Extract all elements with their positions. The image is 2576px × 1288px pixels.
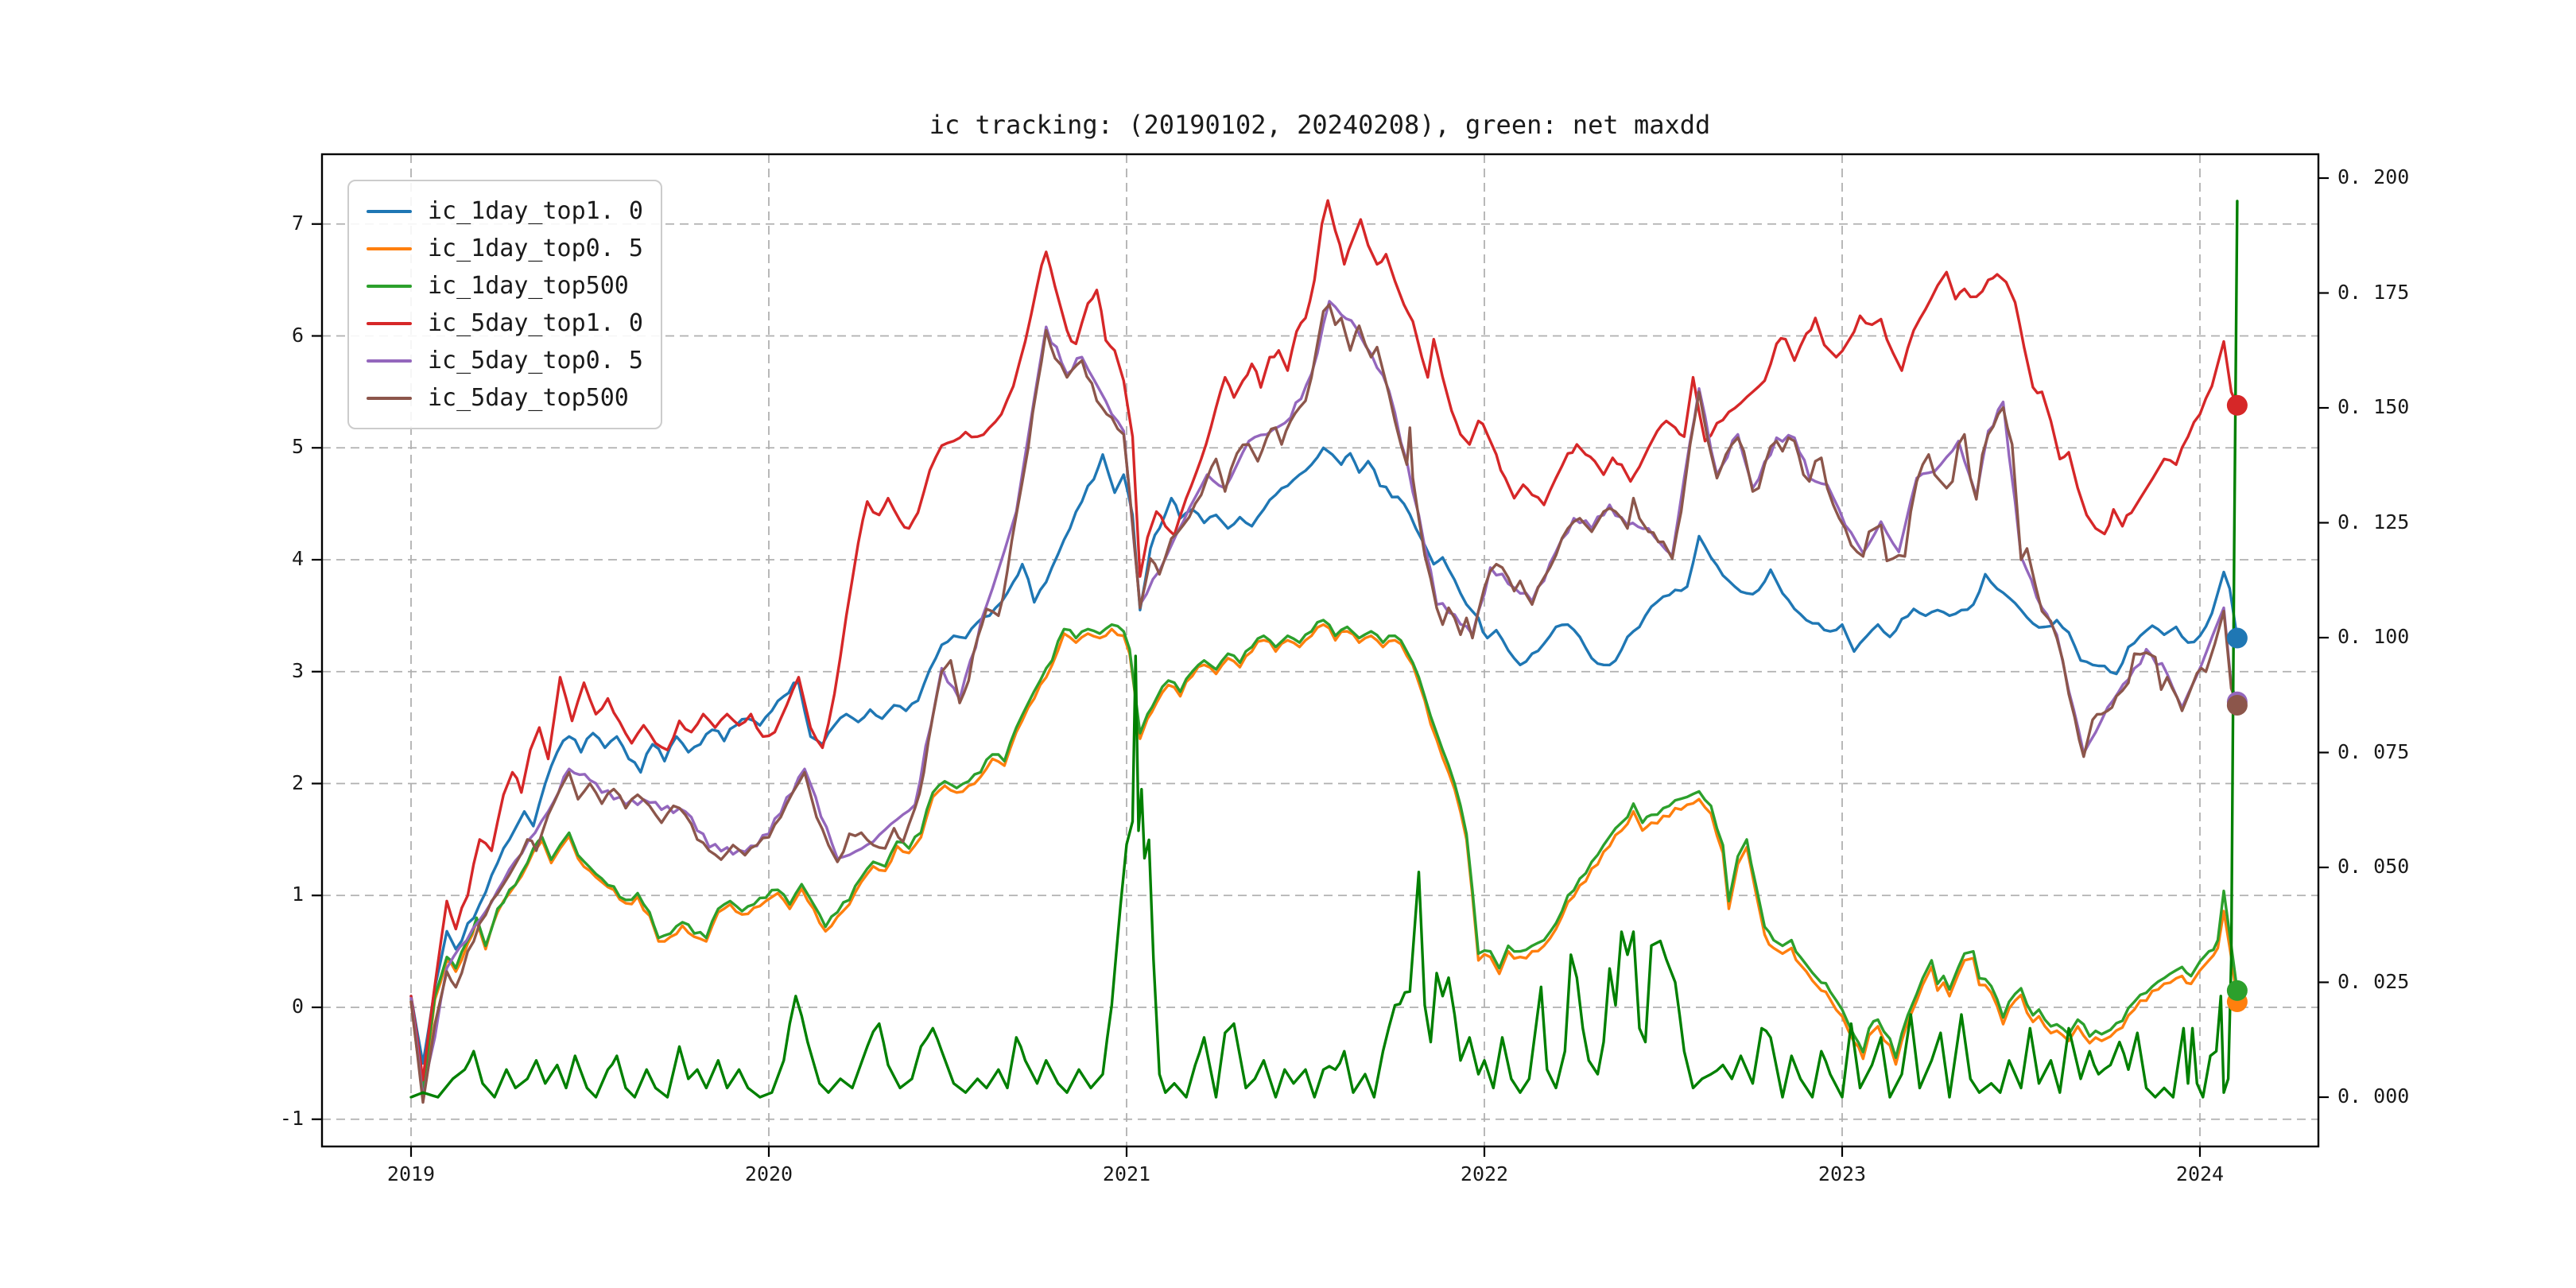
series-line-ic_1day_top500 [409, 619, 2239, 1089]
y-left-tick-label: 2 [291, 770, 304, 794]
y-left-tick-label: 5 [291, 435, 304, 459]
y-left-tick-label: 3 [291, 658, 304, 682]
chart-title: ic tracking: (20190102, 20240208), green… [929, 110, 1711, 140]
legend-item: ic_1day_top1. 0 [367, 192, 643, 230]
x-tick-label: 2022 [1460, 1162, 1509, 1185]
y-right-tick-label: 0. 125 [2337, 510, 2410, 533]
y-left-tick-label: 0 [291, 995, 304, 1018]
y-right-tick-label: 0. 100 [2337, 625, 2410, 648]
legend-item: ic_5day_top1. 0 [367, 305, 643, 342]
x-tick-label: 2021 [1102, 1162, 1151, 1185]
legend-label: ic_5day_top0. 5 [428, 347, 643, 374]
x-tick-label: 2023 [1818, 1162, 1867, 1185]
x-tick-label: 2019 [386, 1162, 436, 1185]
legend-label: ic_1day_top500 [428, 272, 629, 300]
series-line-ic_1day_top0.5 [409, 623, 2239, 1092]
y-right-tick-label: 0. 150 [2337, 395, 2410, 418]
series-line-ic_5day_top1.0 [409, 199, 2239, 1082]
legend-swatch [367, 359, 412, 363]
end-marker-ic_5day_top500 [2226, 694, 2248, 716]
legend-swatch [367, 246, 412, 250]
series-line-ic_1day_top1.0 [409, 446, 2239, 1065]
legend-label: ic_5day_top1. 0 [428, 309, 643, 337]
y-left-tick-label: -1 [279, 1106, 304, 1130]
y-left-tick-label: 6 [291, 323, 304, 347]
series-line-ic_5day_top0.5 [409, 300, 2239, 1101]
legend-label: ic_1day_top1. 0 [428, 197, 643, 225]
y-left-tick-label: 7 [291, 211, 304, 235]
legend-swatch [367, 396, 412, 400]
y-right-tick-label: 0. 000 [2337, 1084, 2410, 1108]
series-line-net_maxdd [409, 200, 2239, 1099]
x-tick-label: 2020 [744, 1162, 793, 1185]
legend-swatch [367, 209, 412, 213]
end-marker-ic_1day_top500 [2226, 980, 2248, 1001]
y-left-tick-label: 1 [291, 883, 304, 906]
y-right-tick-label: 0. 075 [2337, 739, 2410, 763]
end-marker-ic_1day_top1.0 [2226, 627, 2248, 649]
y-right-tick-label: 0. 050 [2337, 855, 2410, 878]
plot-border [320, 153, 2320, 1148]
y-right-tick-label: 0. 200 [2337, 165, 2410, 188]
x-tick-label: 2024 [2175, 1162, 2225, 1185]
legend-item: ic_1day_top0. 5 [367, 230, 643, 267]
end-marker-ic_5day_top1.0 [2226, 394, 2248, 416]
legend-label: ic_5day_top500 [428, 384, 629, 412]
legend-item: ic_1day_top500 [367, 267, 643, 305]
legend-swatch [367, 284, 412, 288]
y-right-tick-label: 0. 175 [2337, 280, 2410, 304]
legend-swatch [367, 321, 412, 325]
series-line-ic_5day_top500 [409, 303, 2239, 1104]
legend: ic_1day_top1. 0 ic_1day_top0. 5 ic_1day_to… [347, 180, 662, 429]
legend-item: ic_5day_top0. 5 [367, 342, 643, 379]
legend-item: ic_5day_top500 [367, 379, 643, 417]
y-left-tick-label: 4 [291, 547, 304, 570]
legend-label: ic_1day_top0. 5 [428, 235, 643, 262]
y-right-tick-label: 0. 025 [2337, 969, 2410, 993]
